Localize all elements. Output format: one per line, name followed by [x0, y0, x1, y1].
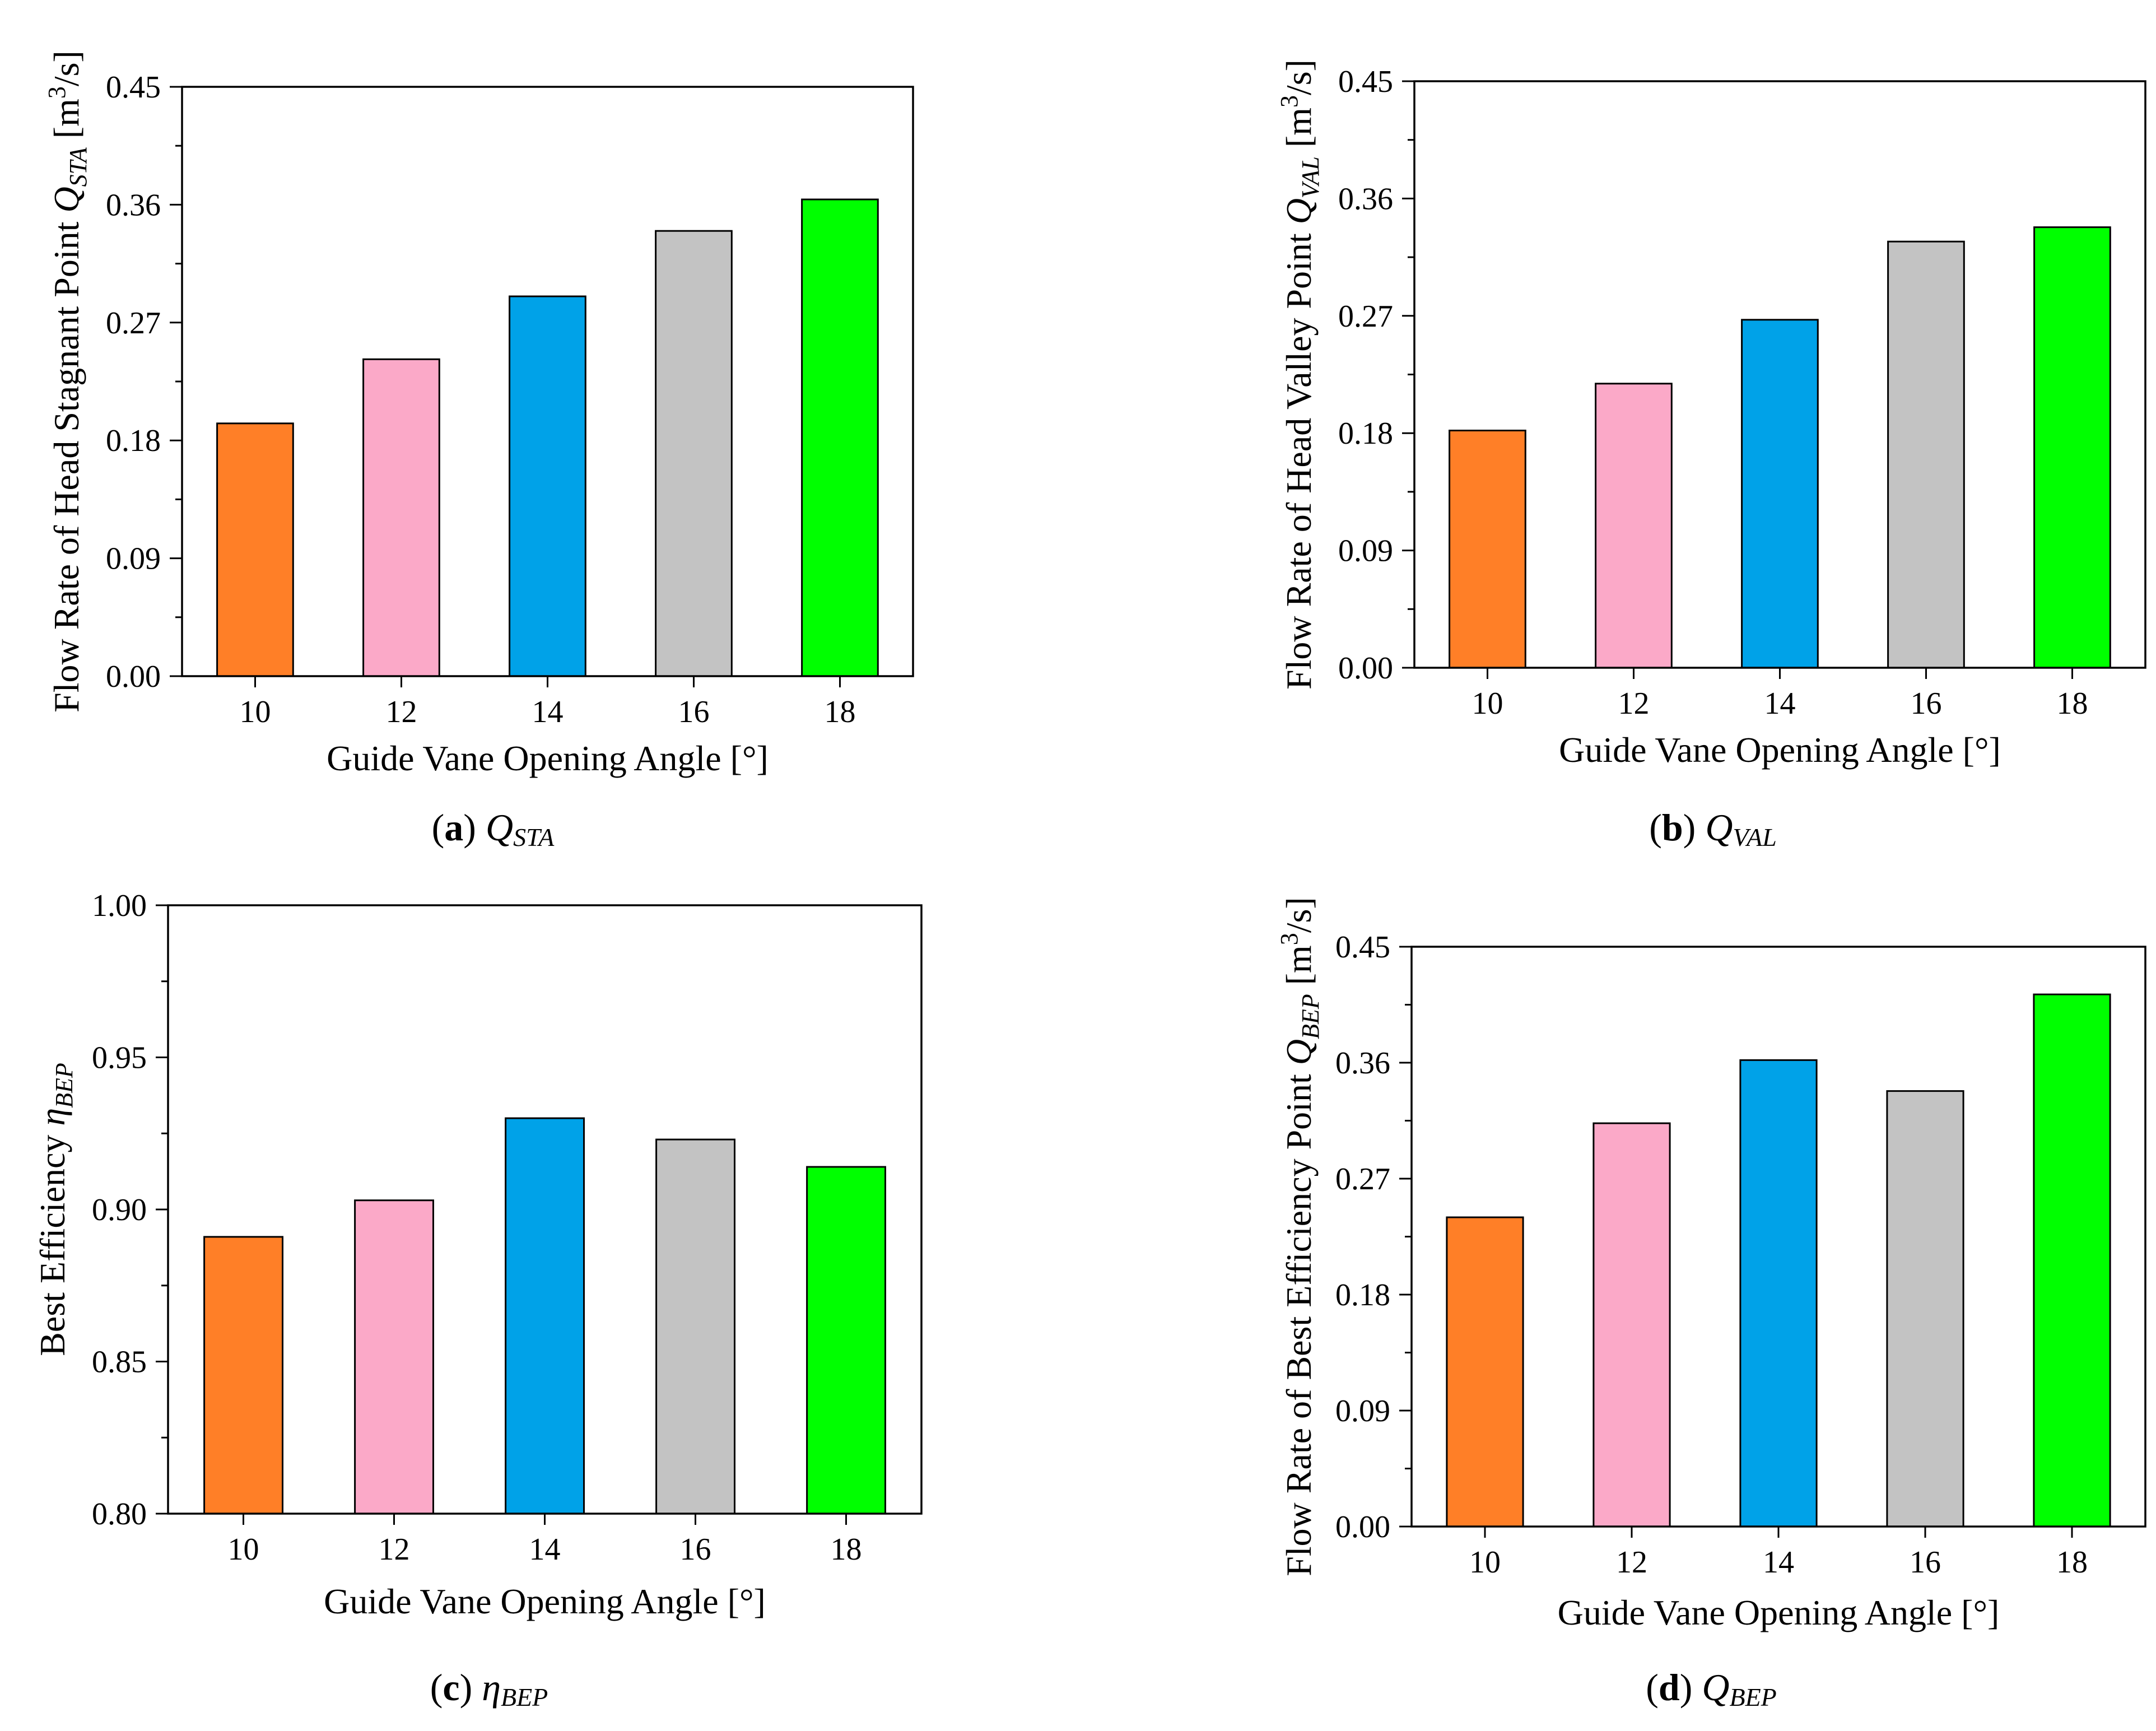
chart-d: 0.00 0.09 0.18 0.27 0.36 0.45 10 12 14 16 18 Guide … — [1275, 897, 2146, 1711]
y-tick-label: 0.90 — [92, 1193, 147, 1227]
x-tick-label: 14 — [1763, 1545, 1794, 1580]
x-tick-label: 10 — [1472, 686, 1503, 721]
x-tick-label: 12 — [1616, 1545, 1647, 1580]
y-tick-label: 0.95 — [92, 1041, 147, 1076]
chart-c: 0.80 0.85 0.90 0.95 1.00 10 12 14 16 18 Guide Vane… — [32, 888, 923, 1711]
bar-10 — [1449, 430, 1526, 669]
bar-12 — [362, 358, 440, 677]
x-axis-label: Guide Vane Opening Angle [°] — [327, 738, 769, 778]
bar-10 — [203, 1236, 283, 1515]
x-tick-label: 10 — [1469, 1545, 1501, 1580]
x-tick-label: 14 — [1764, 686, 1796, 721]
x-tick-label: 16 — [680, 1532, 711, 1567]
y-tick-label: 0.27 — [1335, 1162, 1390, 1197]
x-tick-label: 12 — [379, 1532, 410, 1567]
bar-14 — [505, 1117, 585, 1515]
panel-caption: (b) QVAL — [1649, 806, 1777, 851]
y-tick-label: 0.00 — [1338, 651, 1393, 686]
y-tick-label: 0.18 — [1335, 1278, 1390, 1313]
y-tick-label: 0.45 — [1338, 64, 1393, 99]
y-tick-label: 0.09 — [106, 542, 161, 576]
y-tick-label: 0.85 — [92, 1345, 147, 1380]
bar-16 — [655, 1138, 735, 1515]
x-tick-label: 10 — [240, 695, 271, 729]
bar-14 — [1741, 319, 1819, 669]
x-tick-label: 16 — [1910, 1545, 1941, 1580]
x-tick-label: 16 — [678, 695, 710, 729]
bar-18 — [801, 198, 879, 677]
bar-12 — [354, 1199, 434, 1515]
y-axis-label: Flow Rate of Best Efficiency Point QBEP … — [1275, 897, 1324, 1576]
bar-18 — [806, 1166, 886, 1515]
x-axis-label: Guide Vane Opening Angle [°] — [1558, 1593, 2000, 1632]
y-axis-label: Best Efficiency ηBEP — [32, 1063, 78, 1356]
x-tick-label: 18 — [2056, 1545, 2088, 1580]
y-tick-label: 0.36 — [1335, 1046, 1390, 1081]
x-tick-label: 18 — [825, 695, 856, 729]
y-tick-label: 0.00 — [106, 659, 161, 694]
panel-caption: (d) QBEP — [1646, 1666, 1777, 1711]
y-tick-label: 0.27 — [106, 306, 161, 341]
bar-18 — [2033, 226, 2111, 669]
x-tick-label: 14 — [532, 695, 564, 729]
x-tick-label: 18 — [831, 1532, 862, 1567]
x-tick-label: 16 — [1911, 686, 1942, 721]
bar-16 — [1886, 1090, 1964, 1528]
x-tick-label: 14 — [529, 1532, 561, 1567]
x-axis-label: Guide Vane Opening Angle [°] — [1559, 730, 2001, 770]
y-tick-label: 0.00 — [1335, 1510, 1390, 1544]
bar-12 — [1595, 383, 1673, 669]
bar-16 — [655, 230, 733, 677]
x-tick-label: 12 — [1618, 686, 1650, 721]
bar-10 — [1446, 1216, 1524, 1528]
bar-16 — [1887, 240, 1965, 669]
bar-14 — [1739, 1059, 1818, 1528]
y-tick-label: 0.09 — [1335, 1394, 1390, 1428]
x-axis-label: Guide Vane Opening Angle [°] — [324, 1581, 766, 1621]
x-tick-label: 12 — [386, 695, 417, 729]
y-tick-label: 0.80 — [92, 1497, 147, 1532]
y-tick-label: 0.09 — [1338, 534, 1393, 569]
y-tick-label: 0.45 — [106, 70, 161, 105]
y-tick-label: 0.18 — [106, 424, 161, 458]
y-tick-label: 0.45 — [1335, 930, 1390, 965]
bar-18 — [2033, 993, 2111, 1528]
y-tick-label: 0.36 — [1338, 182, 1393, 216]
chart-b: 0.00 0.09 0.18 0.27 0.36 0.45 10 12 14 16 18 Guide … — [1275, 59, 2146, 851]
panel-caption: (c) ηBEP — [430, 1666, 548, 1711]
y-tick-label: 0.27 — [1338, 299, 1393, 334]
y-tick-label: 0.18 — [1338, 416, 1393, 451]
y-axis-label: Flow Rate of Head Valley Point QVAL [m3/… — [1275, 59, 1324, 690]
bar-12 — [1592, 1122, 1671, 1528]
panel-caption: (a) QSTA — [432, 806, 555, 851]
bar-10 — [216, 422, 294, 677]
x-tick-label: 10 — [228, 1532, 259, 1567]
chart-a: 0.00 0.09 0.18 0.27 0.36 0.45 10 12 14 16 18 Guide … — [43, 50, 914, 851]
y-axis-label: Flow Rate of Head Stagnant Point QSTA [m… — [43, 50, 92, 713]
y-tick-label: 0.36 — [106, 188, 161, 222]
bar-14 — [509, 295, 586, 677]
y-tick-label: 1.00 — [92, 888, 147, 923]
x-tick-label: 18 — [2057, 686, 2088, 721]
